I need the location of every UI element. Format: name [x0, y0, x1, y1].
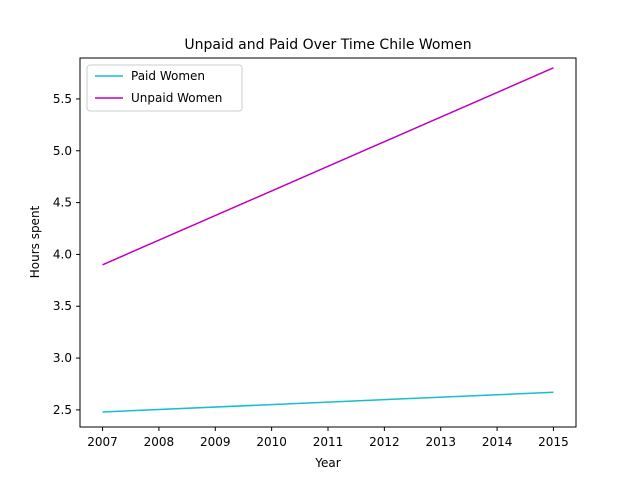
x-tick-label: 2010 — [256, 435, 287, 449]
y-tick-label: 5.0 — [53, 144, 72, 158]
x-tick-label: 2007 — [87, 435, 118, 449]
legend: Paid Women Unpaid Women — [86, 64, 243, 112]
x-tick-label: 2014 — [482, 435, 513, 449]
legend-label: Unpaid Women — [131, 91, 222, 105]
y-tick-label: 4.0 — [53, 247, 72, 261]
y-tick-label: 3.0 — [53, 351, 72, 365]
y-tick-label: 5.5 — [53, 92, 72, 106]
x-tick-label: 2011 — [313, 435, 344, 449]
x-tick-label: 2012 — [369, 435, 400, 449]
plot-area — [102, 67, 554, 413]
x-tick-label: 2015 — [538, 435, 569, 449]
x-tick-label: 2013 — [425, 435, 456, 449]
x-axis-label: Year — [314, 456, 340, 470]
legend-box — [86, 64, 243, 112]
legend-label: Paid Women — [131, 69, 205, 83]
y-tick-label: 4.5 — [53, 196, 72, 210]
chart-title: Unpaid and Paid Over Time Chile Women — [184, 37, 471, 53]
y-axis: 2.5 3.0 3.5 4.0 4.5 5.0 5.5 — [53, 92, 80, 417]
y-axis-label: Hours spent — [28, 205, 42, 278]
x-tick-label: 2008 — [144, 435, 175, 449]
y-tick-label: 2.5 — [53, 403, 72, 417]
series-line-unpaid-women — [102, 67, 554, 266]
x-axis: 2007 2008 2009 2010 2011 2012 2013 2014 2015 — [87, 427, 569, 449]
x-tick-label: 2009 — [200, 435, 231, 449]
y-tick-label: 3.5 — [53, 299, 72, 313]
series-line-paid-women — [102, 391, 554, 413]
